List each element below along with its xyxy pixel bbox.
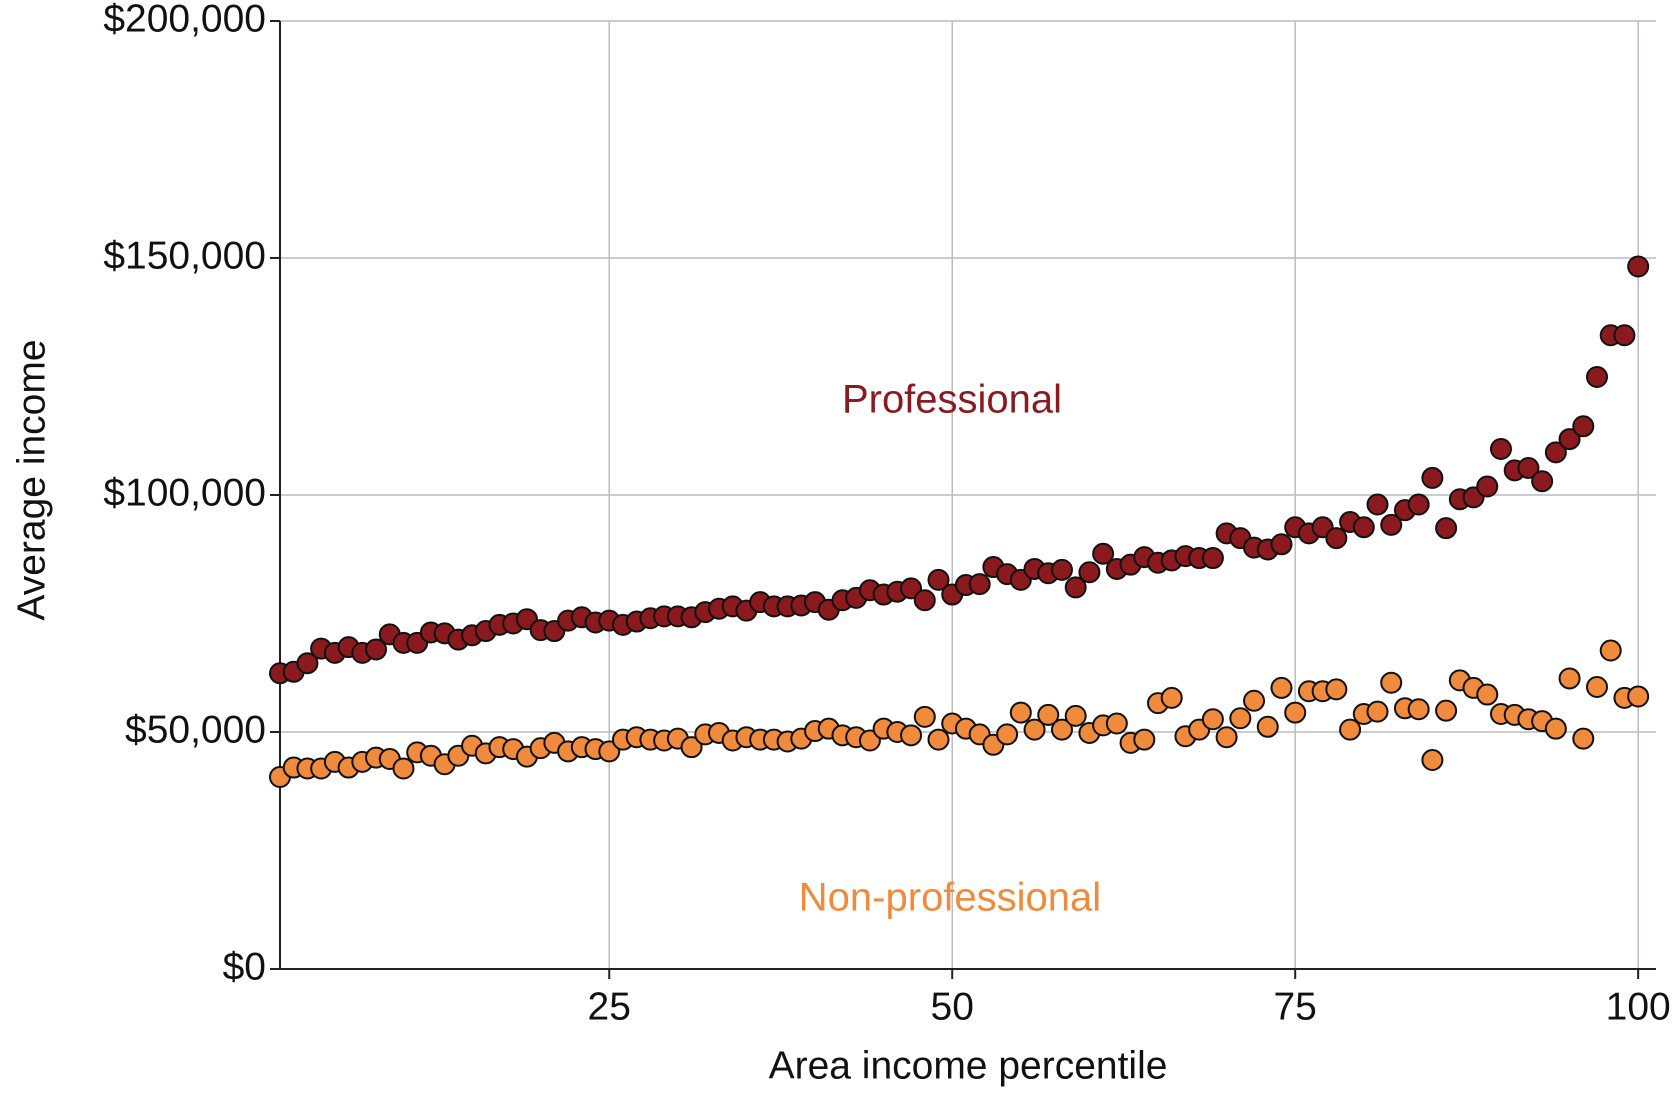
point <box>913 705 936 728</box>
point <box>1380 513 1403 536</box>
point <box>1201 547 1224 570</box>
point <box>968 573 991 596</box>
point <box>1352 516 1375 539</box>
x-tick-label: 75 <box>1273 985 1316 1028</box>
point <box>1160 686 1183 709</box>
point <box>1050 558 1073 581</box>
point <box>392 757 415 780</box>
point <box>1270 533 1293 556</box>
point <box>1599 639 1622 662</box>
point <box>1284 701 1307 724</box>
y-tick-label: $100,000 <box>103 471 266 514</box>
point <box>1586 365 1609 388</box>
point <box>1627 685 1650 708</box>
point <box>598 740 621 763</box>
series <box>269 639 1650 789</box>
point <box>1435 517 1458 540</box>
x-tick-label: 25 <box>588 985 631 1028</box>
point <box>1092 542 1115 565</box>
point <box>1325 678 1348 701</box>
point <box>1366 700 1389 723</box>
x-tick-label: 100 <box>1606 985 1671 1028</box>
y-tick-label: $150,000 <box>103 234 266 277</box>
point <box>1586 675 1609 698</box>
point <box>296 652 319 675</box>
point <box>1256 715 1279 738</box>
point <box>1407 493 1430 516</box>
point <box>1380 671 1403 694</box>
point <box>680 736 703 759</box>
series-label: Professional <box>842 378 1062 422</box>
point <box>1037 703 1060 726</box>
point <box>1531 470 1554 493</box>
point <box>1435 699 1458 722</box>
point <box>927 568 950 591</box>
point <box>900 577 923 600</box>
point <box>1366 493 1389 516</box>
point <box>1517 456 1540 479</box>
point <box>1243 689 1266 712</box>
point <box>1229 707 1252 730</box>
point <box>1201 708 1224 731</box>
point <box>1544 717 1567 740</box>
series-label: Non-professional <box>799 876 1101 920</box>
point <box>900 724 923 747</box>
point <box>1133 728 1156 751</box>
point <box>1064 576 1087 599</box>
point <box>1476 475 1499 498</box>
point <box>1572 415 1595 438</box>
x-axis-label: Area income percentile <box>769 1044 1168 1087</box>
point <box>1023 718 1046 741</box>
point <box>996 723 1019 746</box>
point <box>1078 561 1101 584</box>
point <box>1270 676 1293 699</box>
point <box>1558 667 1581 690</box>
point <box>1627 255 1650 278</box>
point <box>1421 748 1444 771</box>
point <box>1407 698 1430 721</box>
point <box>1339 718 1362 741</box>
point <box>1544 441 1567 464</box>
x-tick-label: 50 <box>931 985 974 1028</box>
point <box>1064 704 1087 727</box>
y-tick-label: $200,000 <box>103 0 266 40</box>
point <box>1215 726 1238 749</box>
point <box>1421 466 1444 489</box>
y-tick-label: $0 <box>223 945 266 988</box>
y-axis-label: Average income <box>10 339 53 620</box>
point <box>1009 701 1032 724</box>
point <box>1489 438 1512 461</box>
point <box>1613 324 1636 347</box>
point <box>365 638 388 661</box>
point <box>858 729 881 752</box>
point <box>1572 727 1595 750</box>
point <box>1050 718 1073 741</box>
series <box>269 255 1650 685</box>
point <box>1325 527 1348 550</box>
point <box>1476 683 1499 706</box>
point <box>927 728 950 751</box>
point <box>913 589 936 612</box>
y-tick-label: $50,000 <box>125 708 266 751</box>
point <box>1105 712 1128 735</box>
point <box>1558 428 1581 451</box>
